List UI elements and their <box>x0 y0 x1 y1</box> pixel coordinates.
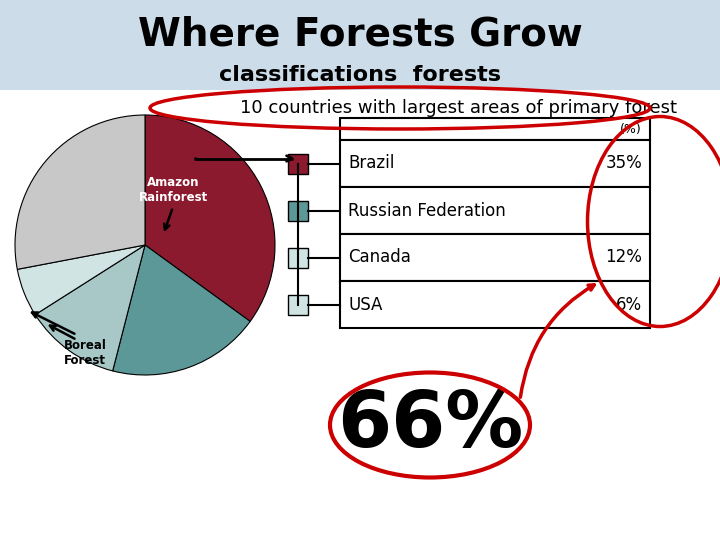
Bar <box>288 247 308 267</box>
Wedge shape <box>112 245 250 375</box>
Bar <box>288 153 308 173</box>
Bar <box>340 187 650 234</box>
Wedge shape <box>35 245 145 371</box>
Text: 35%: 35% <box>606 154 642 172</box>
Bar <box>288 200 308 220</box>
Wedge shape <box>145 115 275 321</box>
Text: (%): (%) <box>620 123 642 136</box>
Text: 12%: 12% <box>605 248 642 267</box>
Text: USA: USA <box>348 295 382 314</box>
Text: Amazon
Rainforest: Amazon Rainforest <box>138 176 207 204</box>
Bar <box>340 140 650 187</box>
Bar <box>340 234 650 281</box>
Text: Russian Federation: Russian Federation <box>348 201 505 219</box>
Text: Boreal
Forest: Boreal Forest <box>63 339 107 367</box>
Wedge shape <box>17 245 145 315</box>
Text: Brazil: Brazil <box>348 154 395 172</box>
Text: 66%: 66% <box>337 387 523 463</box>
Bar <box>0 0 720 90</box>
Bar <box>340 118 650 140</box>
Wedge shape <box>15 115 145 269</box>
Text: 10 countries with largest areas of primary forest: 10 countries with largest areas of prima… <box>240 99 677 117</box>
Text: 6%: 6% <box>616 295 642 314</box>
Bar <box>340 281 650 328</box>
Text: classifications  forests: classifications forests <box>219 65 501 85</box>
Text: Where Forests Grow: Where Forests Grow <box>138 16 582 54</box>
Bar <box>288 294 308 314</box>
Text: Canada: Canada <box>348 248 411 267</box>
Bar <box>0 90 720 540</box>
